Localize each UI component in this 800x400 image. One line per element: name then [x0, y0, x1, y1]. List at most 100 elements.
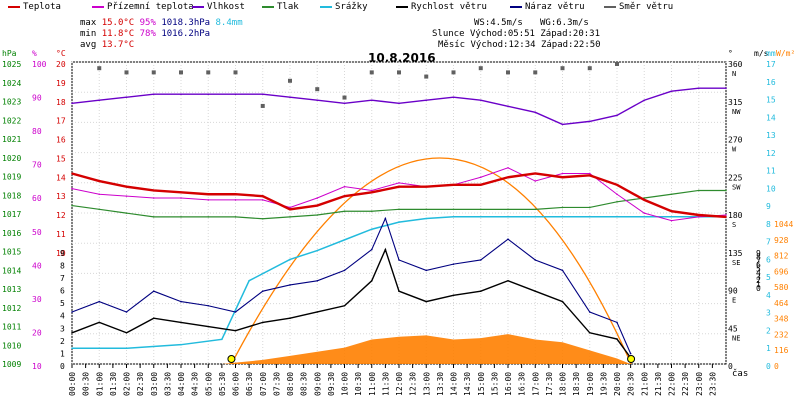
- x-tick-label: 05:00: [204, 372, 213, 396]
- legend-tlak: Tlak: [262, 2, 299, 12]
- axis-tick-ms: 0: [756, 284, 761, 293]
- series-tlak-point: [152, 216, 155, 218]
- axis-tick-%: 100: [32, 60, 47, 69]
- axis-tick-wm2: 812: [774, 252, 789, 261]
- wind-gust-avg: WG:6.3m/s: [540, 18, 589, 28]
- series-tlak-point: [507, 208, 509, 211]
- axis-tick-hPa: 1010: [2, 341, 21, 350]
- wind-direction-marker: [315, 87, 320, 92]
- axis-tick-ms-left: 2: [60, 337, 65, 346]
- axis-tick-°C: 16: [56, 136, 66, 145]
- series-vlhkost-point: [479, 99, 482, 102]
- x-tick-label: 15:30: [490, 372, 499, 396]
- x-tick-label: 03:30: [163, 372, 172, 396]
- series-srazky-point: [180, 343, 182, 346]
- series-teplota-point: [180, 191, 182, 194]
- series-tlak-point: [261, 217, 264, 220]
- axis-unit-wm2: W/m²: [776, 49, 795, 58]
- legend-srazky: Srážky: [320, 2, 368, 12]
- x-tick-label: 02:30: [136, 372, 145, 396]
- axis-unit-deg: °: [728, 49, 733, 58]
- x-axis-label: čas: [732, 368, 748, 379]
- series-rychlost-vetru-point: [261, 321, 264, 324]
- axis-tick-°C: 20: [56, 60, 66, 69]
- series-prizemni-teplota-point: [507, 167, 509, 169]
- axis-tick-mm: 8: [766, 220, 771, 229]
- series-srazky-point: [316, 249, 319, 252]
- series-tlak-point: [343, 210, 346, 213]
- axis-tick-mm: 9: [766, 202, 771, 211]
- series-naraz-vetru-point: [629, 352, 632, 355]
- legend-naraz-vetru: Náraz větru: [510, 2, 585, 12]
- series-vlhkost-point: [452, 96, 455, 99]
- series-naraz-vetru-point: [616, 321, 618, 324]
- series-srazky-point: [248, 279, 250, 282]
- axis-tick-ms-left: 5: [60, 299, 65, 308]
- series-rychlost-vetru-point: [234, 329, 237, 332]
- x-tick-label: 20:00: [613, 372, 622, 396]
- series-tlak-point: [370, 210, 373, 213]
- series-tlak-point: [616, 200, 618, 203]
- series-prizemni-teplota-point: [725, 214, 727, 216]
- series-vlhkost-point: [507, 105, 509, 108]
- axis-tick-°C: 11: [56, 230, 66, 239]
- x-tick-label: 14:30: [463, 372, 472, 396]
- series-teplota-point: [697, 214, 700, 216]
- axis-tick-mm: 16: [766, 78, 776, 87]
- series-naraz-vetru-point: [152, 290, 155, 292]
- series-srazky-point: [221, 338, 223, 341]
- solar-max-curve: [230, 157, 632, 365]
- x-tick-label: 10:30: [354, 372, 363, 396]
- axis-tick-ms: 5: [756, 264, 761, 273]
- wind-direction-marker: [179, 70, 183, 75]
- x-tick-label: 00:30: [82, 372, 91, 396]
- wind-direction-marker: [615, 62, 619, 66]
- series-vlhkost-point: [398, 102, 400, 105]
- series-vlhkost-point: [152, 93, 155, 95]
- axis-tick-ms: 4: [756, 268, 761, 277]
- x-tick-label: 22:30: [681, 372, 690, 396]
- series-vlhkost-point: [125, 96, 128, 99]
- axis-tick-mm: 3: [766, 309, 771, 318]
- axis-tick-%: 30: [32, 295, 42, 304]
- series-prizemni-teplota-point: [616, 193, 618, 196]
- series-prizemni-teplota-point: [643, 212, 646, 214]
- series-teplota-point: [234, 193, 237, 196]
- x-tick-label: 06:00: [232, 372, 241, 396]
- series-teplota-point: [125, 185, 128, 188]
- series-rychlost-vetru-point: [71, 331, 73, 334]
- series-srazky-point: [670, 215, 673, 218]
- series-rychlost-vetru-point: [98, 321, 101, 324]
- axis-tick-mm: 1: [766, 344, 771, 353]
- series-naraz-vetru-point: [261, 290, 264, 292]
- axis-tick-mm: 4: [766, 291, 771, 300]
- axis-tick-deg: 225: [728, 173, 743, 182]
- series-tlak-point: [289, 216, 291, 218]
- legend-rychlost-vetru: Rychlost větru: [396, 2, 487, 12]
- axis-tick-°C: 12: [56, 211, 66, 220]
- series-vlhkost-point: [207, 93, 210, 95]
- series-teplota-point: [207, 193, 210, 196]
- axis-tick-hPa: 1011: [2, 323, 21, 332]
- series-srazky-point: [643, 215, 646, 218]
- axis-tick-mm: 14: [766, 113, 776, 122]
- series-teplota-point: [643, 199, 646, 201]
- series-vlhkost-point: [261, 93, 264, 95]
- series-vlhkost-point: [343, 102, 346, 105]
- series-naraz-vetru-point: [398, 259, 400, 261]
- axis-tick-wm2: 464: [774, 299, 789, 308]
- sunset-marker: [627, 355, 636, 363]
- series-teplota-point: [425, 185, 428, 188]
- series-rychlost-vetru-point: [370, 279, 373, 282]
- axis-tick-deg: 270: [728, 136, 743, 145]
- x-tick-label: 04:00: [177, 372, 186, 396]
- sun-info: Slunce Východ:05:51 Západ:20:31: [432, 29, 600, 39]
- axis-tick-deg-dir: SE: [732, 259, 740, 267]
- series-vlhkost-point: [616, 114, 618, 117]
- axis-tick-hPa: 1018: [2, 191, 21, 200]
- series-srazky-point: [452, 215, 455, 218]
- series-prizemni-teplota-point: [207, 199, 210, 201]
- axis-tick-ms-left: 9: [60, 249, 65, 258]
- series-teplota-point: [316, 204, 319, 207]
- series-rychlost-vetru-point: [398, 290, 400, 292]
